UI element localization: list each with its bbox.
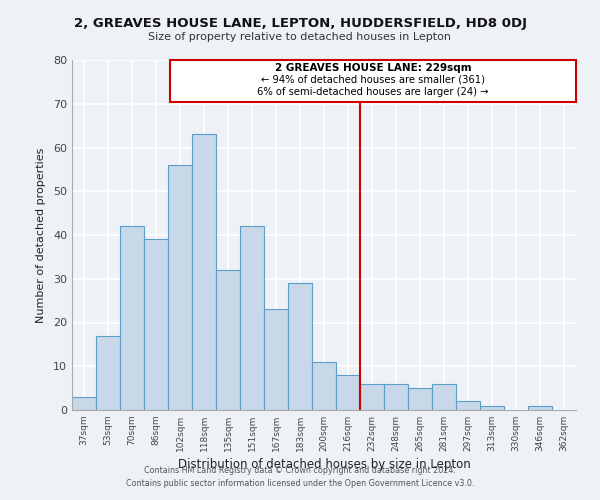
Bar (432, 384, 456, 410)
Text: 6% of semi-detached houses are larger (24) →: 6% of semi-detached houses are larger (2… (257, 86, 489, 97)
Bar (384, 384, 408, 410)
Bar (120, 226, 144, 410)
Bar (72, 397, 96, 410)
Text: 2, GREAVES HOUSE LANE, LEPTON, HUDDERSFIELD, HD8 0DJ: 2, GREAVES HOUSE LANE, LEPTON, HUDDERSFI… (74, 18, 527, 30)
Bar (240, 226, 264, 410)
Bar (144, 240, 168, 410)
Y-axis label: Number of detached properties: Number of detached properties (36, 148, 46, 322)
Bar (312, 362, 336, 410)
Bar (96, 336, 120, 410)
Bar (528, 406, 552, 410)
Bar (216, 270, 240, 410)
Bar (408, 388, 432, 410)
Bar (192, 134, 216, 410)
X-axis label: Distribution of detached houses by size in Lepton: Distribution of detached houses by size … (178, 458, 470, 471)
Text: Size of property relative to detached houses in Lepton: Size of property relative to detached ho… (149, 32, 452, 42)
Text: ← 94% of detached houses are smaller (361): ← 94% of detached houses are smaller (36… (261, 74, 485, 85)
Bar (264, 310, 288, 410)
Bar (168, 165, 192, 410)
Bar (288, 283, 312, 410)
Text: Contains HM Land Registry data © Crown copyright and database right 2024.
Contai: Contains HM Land Registry data © Crown c… (126, 466, 474, 487)
FancyBboxPatch shape (170, 60, 576, 102)
Bar (360, 384, 384, 410)
Bar (456, 401, 480, 410)
Bar (336, 375, 360, 410)
Bar (480, 406, 504, 410)
Text: 2 GREAVES HOUSE LANE: 229sqm: 2 GREAVES HOUSE LANE: 229sqm (275, 63, 472, 73)
